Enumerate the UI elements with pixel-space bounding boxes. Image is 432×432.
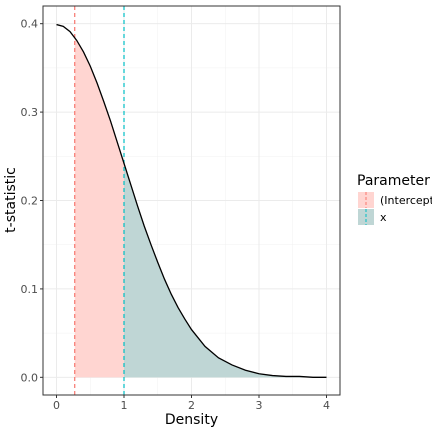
x-tick-label: 1: [121, 399, 128, 412]
x-tick-label: 2: [188, 399, 195, 412]
legend-title: Parameter: [357, 173, 430, 189]
legend-label: (Intercept): [380, 194, 432, 207]
y-tick-label: 0.2: [21, 195, 39, 208]
y-tick-label: 0.4: [21, 18, 39, 31]
shaded-areas: [74, 37, 327, 378]
y-tick-label: 0.1: [21, 283, 39, 296]
x-axis-ticks: 0 1 2 3 4: [53, 395, 330, 412]
y-axis-title: t-statistic: [3, 167, 19, 233]
x-tick-label: 3: [256, 399, 263, 412]
area-intercept: [74, 37, 124, 378]
density-curve: [56, 23, 327, 378]
y-axis-ticks: 0.0 0.1 0.2 0.3 0.4: [21, 18, 43, 384]
legend: Parameter (Intercept) x: [357, 173, 432, 225]
x-tick-label: 0: [53, 399, 60, 412]
reference-lines: [74, 6, 125, 395]
y-tick-label: 0.3: [21, 106, 39, 119]
area-x: [124, 163, 327, 378]
legend-label: x: [380, 211, 387, 224]
y-tick-label: 0.0: [21, 371, 39, 384]
x-axis-title: Density: [165, 412, 218, 428]
x-tick-label: 4: [323, 399, 330, 412]
